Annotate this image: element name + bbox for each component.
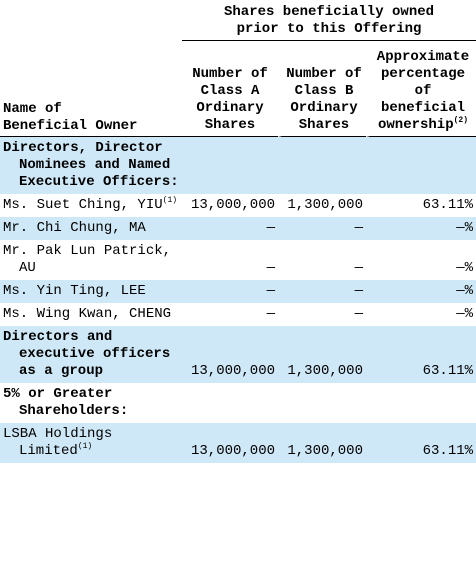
owner-name: Directors, Director Nominees and Named E…	[0, 137, 182, 194]
share-cell: —	[266, 260, 275, 276]
owner-name: Mr. Chi Chung, MA	[0, 217, 182, 240]
share-cell: —%	[366, 240, 476, 280]
owner-name: Mr. Pak Lun Patrick, AU	[0, 240, 182, 280]
share-cell: 13,000,000	[182, 326, 278, 383]
share-cell: —%	[366, 303, 476, 326]
share-cell: 63.11%	[366, 326, 476, 383]
owner-name: LSBA Holdings Limited(1)	[0, 423, 182, 463]
table-row: Mr. Pak Lun Patrick, AU — — —%	[0, 240, 476, 280]
share-cell: 13,000,000	[190, 197, 275, 213]
share-cell	[278, 137, 366, 194]
share-cell: —	[278, 240, 366, 280]
table-row: Ms. Suet Ching, YIU(1) 13,000,000 1,300,00…	[0, 194, 476, 217]
owner-name-text: Mr. Pak Lun Patrick, AU	[3, 243, 172, 276]
table-row: Mr. Chi Chung, MA — — —%	[0, 217, 476, 240]
column-header-text: Number of Class A Ordinary Shares	[192, 66, 268, 133]
column-header: Number of Class B Ordinary Shares	[278, 41, 366, 137]
owner-name: 5% or Greater Shareholders:	[0, 383, 182, 423]
table-row: LSBA Holdings Limited(1) 13,000,000 1,300,…	[0, 423, 476, 463]
owner-name-text: Directors, Director Nominees and Named E…	[3, 140, 179, 190]
owner-name: Ms. Yin Ting, LEE	[0, 280, 182, 303]
ownership-table: Shares beneficially owned prior to this …	[0, 0, 476, 463]
owner-name-text: Ms. Yin Ting, LEE	[3, 283, 146, 299]
owner-name-text: 5% or Greater Shareholders:	[3, 386, 129, 419]
footnote-mark: (2)	[453, 116, 469, 125]
column-header-text: Approximate percentage of beneficial own…	[376, 49, 470, 133]
share-cell: 13,000,000	[182, 423, 278, 463]
footnote-mark: (1)	[162, 196, 178, 205]
group-header: Shares beneficially owned prior to this …	[182, 0, 476, 41]
share-cell: —	[278, 217, 366, 240]
share-cell	[182, 137, 278, 194]
table-row: Ms. Wing Kwan, CHENG — — —%	[0, 303, 476, 326]
owner-name: Ms. Suet Ching, YIU(1)	[0, 194, 182, 217]
table-row: Directors and executive officers as a gr…	[0, 326, 476, 383]
share-cell: —%	[366, 217, 476, 240]
column-header: Number of Class A Ordinary Shares	[182, 41, 278, 137]
owner-name-text: LSBA Holdings Limited	[3, 426, 113, 459]
share-cell: —%	[366, 280, 476, 303]
footnote-mark: (1)	[77, 442, 93, 451]
share-cell: —	[278, 280, 366, 303]
share-cell: —	[182, 280, 278, 303]
share-cell: —	[182, 217, 278, 240]
share-cell: 63.11%	[366, 423, 476, 463]
share-cell	[366, 137, 476, 194]
share-cell	[366, 383, 476, 423]
share-cell	[182, 383, 278, 423]
share-cell: —	[266, 306, 275, 322]
share-cell	[278, 383, 366, 423]
owner-name-text: Directors and executive officers as a gr…	[3, 329, 171, 379]
share-cell: 1,300,000	[278, 326, 366, 383]
table-row: Directors, Director Nominees and Named E…	[0, 137, 476, 194]
share-cell: 63.11%	[366, 194, 476, 217]
share-cell: —	[278, 303, 366, 326]
name-header: Name of Beneficial Owner	[0, 41, 182, 137]
table-row: 5% or Greater Shareholders:	[0, 383, 476, 423]
column-header: Approximate percentage of beneficial own…	[366, 41, 476, 137]
share-cell: 1,300,000	[278, 423, 366, 463]
table-row: Ms. Yin Ting, LEE — — —%	[0, 280, 476, 303]
share-cell: 1,300,000	[278, 194, 366, 217]
column-header-text: Number of Class B Ordinary Shares	[286, 66, 362, 133]
owner-name: Directors and executive officers as a gr…	[0, 326, 182, 383]
owner-name-text: Ms. Suet Ching, YIU	[3, 197, 163, 213]
owner-name: Ms. Wing Kwan, CHENG	[0, 303, 182, 326]
owner-name-text: Mr. Chi Chung, MA	[3, 220, 146, 236]
owner-name-text: Ms. Wing Kwan, CHENG	[3, 306, 172, 322]
